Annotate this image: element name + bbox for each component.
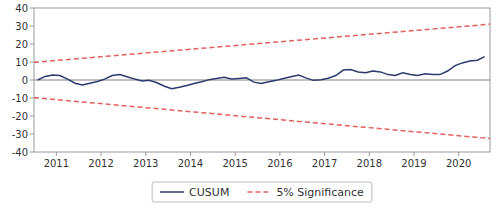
y-tick — [30, 8, 34, 9]
x-tick — [190, 152, 191, 156]
y-tick-label: -30 — [12, 129, 28, 140]
significance-lower — [34, 98, 490, 139]
x-tick-label: 2016 — [267, 158, 292, 169]
x-tick — [279, 152, 280, 156]
x-tick — [101, 152, 102, 156]
y-tick-label: 0 — [22, 75, 28, 86]
y-tick-label: -10 — [12, 93, 28, 104]
x-tick-label: 2012 — [88, 158, 113, 169]
y-tick — [30, 80, 34, 81]
x-tick — [369, 152, 370, 156]
legend-label: 5% Significance — [276, 186, 364, 199]
y-tick-label: 40 — [15, 3, 28, 14]
y-tick — [30, 98, 34, 99]
y-tick-label: 10 — [15, 57, 28, 68]
x-tick-label: 2014 — [178, 158, 203, 169]
legend-box — [152, 182, 372, 202]
plot-area — [34, 24, 490, 138]
x-tick-label: 2018 — [357, 158, 382, 169]
y-tick-label: -40 — [12, 147, 28, 158]
x-tick — [458, 152, 459, 156]
y-tick-label: 20 — [15, 39, 28, 50]
legend-swatch — [247, 191, 271, 193]
plot-frame — [34, 8, 490, 152]
x-tick-label: 2013 — [133, 158, 158, 169]
chart: -40 -30 -20 -10 0 10 20 30 40 2011 2012 2013 2014 201… — [0, 0, 500, 209]
legend: CUSUM 5% Significance — [152, 182, 372, 202]
y-tick — [30, 62, 34, 63]
x-tick — [145, 152, 146, 156]
y-tick — [30, 134, 34, 135]
x-tick — [414, 152, 415, 156]
x-tick — [324, 152, 325, 156]
x-tick-label: 2011 — [44, 158, 69, 169]
x-tick-label: 2015 — [222, 158, 247, 169]
y-tick — [30, 26, 34, 27]
x-tick-label: 2017 — [312, 158, 337, 169]
significance-upper — [34, 24, 490, 62]
y-tick-label: 30 — [15, 21, 28, 32]
cusum-line — [38, 57, 485, 89]
y-tick-label: -20 — [12, 111, 28, 122]
y-tick — [30, 152, 34, 153]
legend-swatch — [160, 191, 184, 193]
x-tick — [235, 152, 236, 156]
x-tick-label: 2019 — [401, 158, 426, 169]
y-tick — [30, 44, 34, 45]
x-tick — [56, 152, 57, 156]
y-tick — [30, 116, 34, 117]
x-tick-label: 2020 — [446, 158, 471, 169]
legend-label: CUSUM — [189, 186, 229, 199]
